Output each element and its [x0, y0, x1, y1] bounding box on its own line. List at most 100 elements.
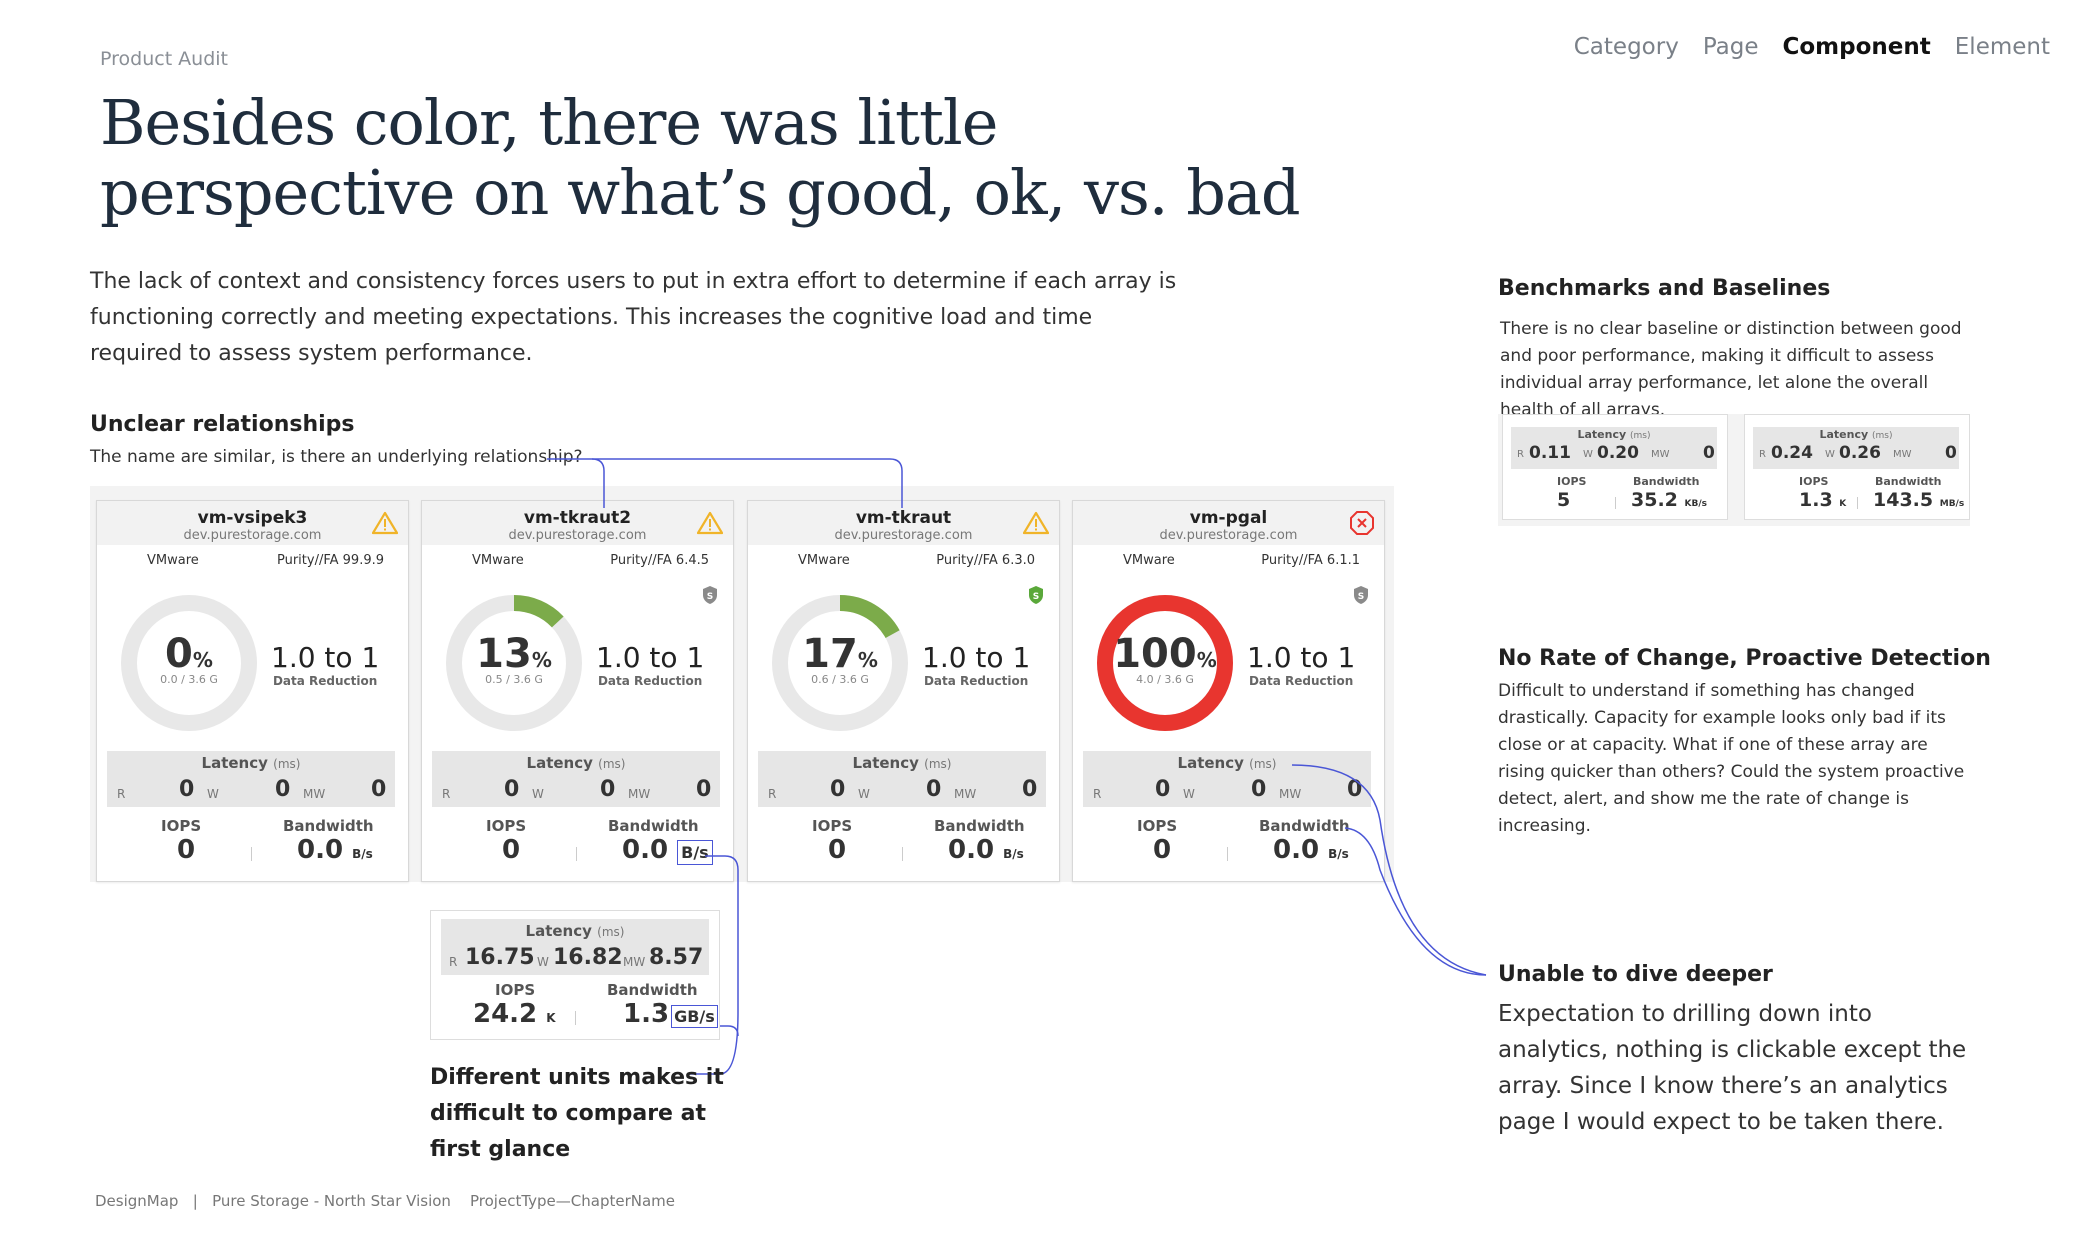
- latency-r: 0.11: [1529, 443, 1571, 463]
- capacity-used: 4.0 / 3.6 G: [1136, 673, 1194, 686]
- units-note-line: first glance: [430, 1137, 571, 1162]
- zoom-unit-highlight: GB/s: [671, 1005, 718, 1028]
- io-metrics: IOPS 0 Bandwidth 0.0 B/s: [97, 817, 408, 877]
- array-card[interactable]: vm-pgal dev.purestorage.com VMware Purity//…: [1072, 500, 1385, 882]
- units-note-line: Different units makes it: [430, 1065, 724, 1090]
- iops-value: 0: [177, 835, 196, 865]
- shield-icon: S: [1027, 585, 1045, 609]
- nav-page[interactable]: Page: [1702, 34, 1759, 60]
- footer-brand: DesignMap: [95, 1192, 179, 1210]
- bandwidth-label: Bandwidth: [1259, 817, 1350, 835]
- warning-icon: [696, 511, 724, 539]
- array-purity: Purity//FA 99.9.9: [276, 553, 384, 568]
- array-purity: Purity//FA 6.4.5: [610, 553, 709, 568]
- svg-text:S: S: [707, 592, 713, 602]
- zoom-bandwidth-label: Bandwidth: [607, 981, 698, 999]
- bandwidth-label: Bandwidth: [283, 817, 374, 835]
- latency-w: 0: [600, 777, 616, 802]
- intro-paragraph: The lack of context and consistency forc…: [90, 269, 1177, 366]
- zoom-latency-panel: Latency (ms) R 16.75 W 16.82 MW 8.57: [441, 919, 709, 975]
- bandwidth-value: 0.0 B/s: [1273, 835, 1349, 865]
- latency-mw: 0: [1945, 443, 1957, 463]
- iops-label: IOPS: [1137, 817, 1178, 835]
- bandwidth-unit: B/s: [1328, 847, 1349, 861]
- array-host: dev.purestorage.com: [1159, 528, 1298, 543]
- latency-title: Latency (ms): [852, 754, 952, 772]
- units-note: Different units makes it difficult to co…: [430, 1060, 724, 1168]
- shield-icon: S: [1352, 585, 1370, 609]
- latency-mw: 0: [371, 777, 387, 802]
- latency-r: 0.24: [1771, 443, 1813, 463]
- array-host: dev.purestorage.com: [508, 528, 647, 543]
- warning-icon: [1022, 511, 1050, 539]
- warning-icon: [371, 511, 399, 539]
- latency-w: 0: [275, 777, 291, 802]
- array-name: vm-tkraut2: [523, 508, 632, 528]
- nav-component[interactable]: Component: [1782, 34, 1931, 60]
- footer-chapter: ProjectType—ChapterName: [470, 1192, 675, 1210]
- latency-w: 0: [926, 777, 942, 802]
- iops-value: 0: [502, 835, 521, 865]
- array-card[interactable]: vm-tkraut dev.purestorage.com VMware Purity…: [747, 500, 1060, 882]
- latency-mw: 0: [1022, 777, 1038, 802]
- capacity-used: 0.6 / 3.6 G: [811, 673, 869, 686]
- data-reduction: 1.0 to 1 Data Reduction: [271, 641, 379, 688]
- latency-title: Latency (ms): [201, 754, 301, 772]
- iops-value: 1.3 K: [1799, 489, 1847, 511]
- bandwidth-value: 143.5 MB/s: [1873, 489, 1965, 511]
- latency-r: 0: [1155, 777, 1171, 802]
- bandwidth-value: 0.0 B/s: [622, 835, 713, 865]
- benchmarks-text: There is no clear baseline or distinctio…: [1500, 319, 1962, 420]
- benchmark-card: Latency (ms) R 0.24 W 0.26 MW 0 IOPS 1.3 K Bandwi…: [1744, 414, 1970, 520]
- nav-element[interactable]: Element: [1954, 34, 2050, 60]
- zoom-bandwidth-value: 1.3 GB/s: [623, 999, 718, 1029]
- zoom-iops-label: IOPS: [495, 981, 536, 999]
- latency-panel: Latency (ms) R 0.11 W 0.20 MW 0: [1511, 427, 1717, 469]
- card-header: vm-tkraut dev.purestorage.com: [748, 501, 1059, 545]
- io-metrics: IOPS 5 Bandwidth 35.2 KB/s: [1503, 475, 1727, 535]
- capacity-percent: 100%: [1113, 631, 1217, 677]
- iops-label: IOPS: [486, 817, 527, 835]
- dive-deeper-title: Unable to dive deeper: [1498, 962, 1773, 987]
- array-card[interactable]: vm-tkraut2 dev.purestorage.com VMware Purit…: [421, 500, 734, 882]
- array-name: vm-pgal: [1189, 508, 1268, 528]
- data-reduction-value: 1.0 to 1: [271, 641, 380, 674]
- zoom-latency-w: 16.82: [553, 945, 623, 970]
- footer: DesignMap | Pure Storage - North Star Vi…: [95, 1192, 675, 1210]
- relationship-line: [547, 458, 605, 508]
- bandwidth-unit: B/s: [352, 847, 373, 861]
- page-headline: Besides color, there was little perspect…: [100, 88, 1350, 228]
- top-nav: Category Page Component Element: [1574, 34, 2050, 60]
- rate-of-change-text: Difficult to understand if something has…: [1498, 681, 1965, 836]
- data-reduction: 1.0 to 1 Data Reduction: [922, 641, 1030, 688]
- dive-deeper-text: Expectation to drilling down into analyt…: [1498, 1001, 1967, 1135]
- zoom-iops-value: 24.2 K: [473, 999, 556, 1029]
- card-header: vm-vsipek3 dev.purestorage.com: [97, 501, 408, 545]
- bandwidth-value: 0.0 B/s: [948, 835, 1024, 865]
- zoom-latency-title: Latency (ms): [525, 922, 625, 940]
- nav-category[interactable]: Category: [1573, 34, 1679, 60]
- latency-r: 0: [179, 777, 195, 802]
- zoom-latency-mw: 8.57: [649, 945, 704, 970]
- dive-line-2: [1344, 827, 1487, 976]
- iops-label: IOPS: [812, 817, 853, 835]
- benchmarks-title: Benchmarks and Baselines: [1498, 276, 1831, 301]
- io-metrics: IOPS 1.3 K Bandwidth 143.5 MB/s: [1745, 475, 1969, 535]
- bandwidth-label: Bandwidth: [934, 817, 1025, 835]
- array-card[interactable]: vm-vsipek3 dev.purestorage.com VMware Purit…: [96, 500, 409, 882]
- capacity-used: 0.0 / 3.6 G: [160, 673, 218, 686]
- io-metrics: IOPS 0 Bandwidth 0.0 B/s: [748, 817, 1059, 877]
- latency-title: Latency (ms): [526, 754, 626, 772]
- dive-line-1: [1291, 764, 1487, 976]
- zoom-latency-r: 16.75: [465, 945, 535, 970]
- footer-separator: |: [192, 1192, 198, 1210]
- io-metrics: IOPS 0 Bandwidth 0.0 B/s: [1073, 817, 1384, 877]
- array-purity: Purity//FA 6.3.0: [936, 553, 1035, 568]
- array-vendor: VMware: [472, 553, 524, 568]
- array-vendor: VMware: [147, 553, 199, 568]
- units-line: [690, 855, 739, 1075]
- svg-text:S: S: [1033, 592, 1039, 602]
- capacity-percent: 0%: [165, 631, 213, 677]
- benchmark-card: Latency (ms) R 0.11 W 0.20 MW 0 IOPS 5 Bandwidth…: [1502, 414, 1728, 520]
